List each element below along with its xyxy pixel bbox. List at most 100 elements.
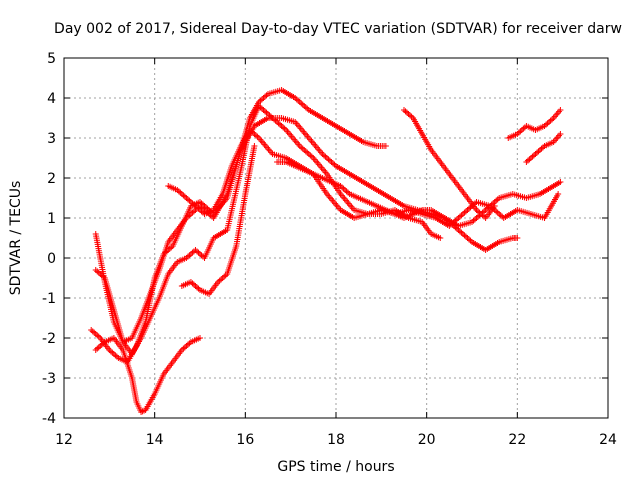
y-tick-label: 1 xyxy=(47,211,56,227)
data-point xyxy=(538,145,545,152)
data-point xyxy=(521,124,528,131)
series-track-10 xyxy=(523,131,564,165)
y-axis-label: SDTVAR / TECUs xyxy=(8,181,24,296)
data-point xyxy=(94,332,101,339)
series-track-3 xyxy=(92,103,562,357)
data-point xyxy=(178,191,185,197)
data-point xyxy=(193,284,200,291)
data-point xyxy=(307,152,314,159)
data-point xyxy=(342,187,349,193)
data-point xyxy=(201,203,208,209)
data-point xyxy=(478,211,485,217)
y-tick-label: -2 xyxy=(42,331,56,347)
data-point xyxy=(496,211,503,217)
data-point xyxy=(221,273,228,280)
data-point xyxy=(476,209,483,216)
y-tick-label: -4 xyxy=(42,411,56,427)
data-point xyxy=(494,209,501,216)
data-point xyxy=(343,188,350,195)
data-point xyxy=(404,109,411,116)
data-point xyxy=(183,195,190,201)
data-point xyxy=(258,105,265,112)
y-tick-label: 0 xyxy=(47,251,56,267)
data-point xyxy=(526,156,533,163)
data-point xyxy=(197,335,203,341)
data-point xyxy=(464,235,471,241)
data-point xyxy=(472,216,479,223)
series-track-9 xyxy=(505,107,564,141)
data-point xyxy=(299,101,306,108)
data-point xyxy=(462,208,469,215)
data-point xyxy=(527,155,534,161)
data-point xyxy=(458,212,465,219)
data-point xyxy=(112,352,119,359)
data-point xyxy=(183,343,190,349)
data-point xyxy=(219,275,226,281)
data-point xyxy=(530,152,537,159)
data-point xyxy=(298,144,305,151)
data-point xyxy=(184,196,191,203)
data-point xyxy=(514,235,521,241)
data-point xyxy=(216,277,223,284)
data-point xyxy=(193,248,200,255)
data-point xyxy=(518,127,525,133)
data-point xyxy=(275,120,282,127)
data-point xyxy=(177,189,184,196)
data-point xyxy=(254,133,261,140)
data-point xyxy=(184,341,191,348)
data-point xyxy=(260,107,267,113)
x-tick-label: 22 xyxy=(508,432,526,448)
y-tick-label: 5 xyxy=(47,51,56,67)
x-tick-labels: 12 14 16 18 20 22 24 xyxy=(55,432,617,448)
data-point xyxy=(405,111,412,117)
data-point xyxy=(180,345,187,352)
data-point xyxy=(181,344,188,351)
data-point xyxy=(493,197,500,204)
x-tick-label: 14 xyxy=(146,432,164,448)
data-point xyxy=(181,193,188,200)
data-point xyxy=(301,147,308,153)
data-point xyxy=(402,108,409,115)
data-point xyxy=(407,112,414,119)
data-point xyxy=(92,331,99,337)
data-point xyxy=(459,231,466,237)
data-point xyxy=(475,208,482,215)
y-tick-label: 3 xyxy=(47,131,56,147)
data-point xyxy=(401,107,407,113)
data-point xyxy=(180,192,187,199)
data-point xyxy=(517,128,524,135)
data-point xyxy=(547,117,554,124)
data-point xyxy=(296,99,303,105)
data-point xyxy=(189,249,196,256)
data-point xyxy=(491,203,498,209)
x-tick-label: 16 xyxy=(236,432,254,448)
data-point xyxy=(340,185,347,192)
series-track-6 xyxy=(178,143,258,297)
series-track-4 xyxy=(92,335,203,415)
data-point xyxy=(524,157,531,164)
data-point xyxy=(278,123,285,129)
data-point xyxy=(320,152,327,159)
series-track-7 xyxy=(274,159,521,253)
data-point xyxy=(456,213,463,220)
data-point xyxy=(258,96,265,103)
data-point xyxy=(261,108,268,115)
data-point xyxy=(91,329,98,336)
data-point xyxy=(532,151,539,157)
data-point xyxy=(326,157,333,164)
data-point xyxy=(461,209,468,216)
x-axis-label: GPS time / hours xyxy=(277,459,394,475)
data-point xyxy=(464,207,471,213)
grid-lines xyxy=(64,58,608,418)
y-tick-labels: -4 -3 -2 -1 0 1 2 3 4 5 xyxy=(42,51,56,427)
data-point xyxy=(465,236,472,243)
data-point xyxy=(479,212,486,219)
data-point xyxy=(192,283,199,289)
data-point xyxy=(459,211,466,217)
data-point xyxy=(110,351,117,357)
data-point xyxy=(523,159,530,165)
y-tick-label: -1 xyxy=(42,291,56,307)
data-point xyxy=(187,251,194,257)
data-point xyxy=(382,143,389,149)
data-point xyxy=(252,132,259,139)
